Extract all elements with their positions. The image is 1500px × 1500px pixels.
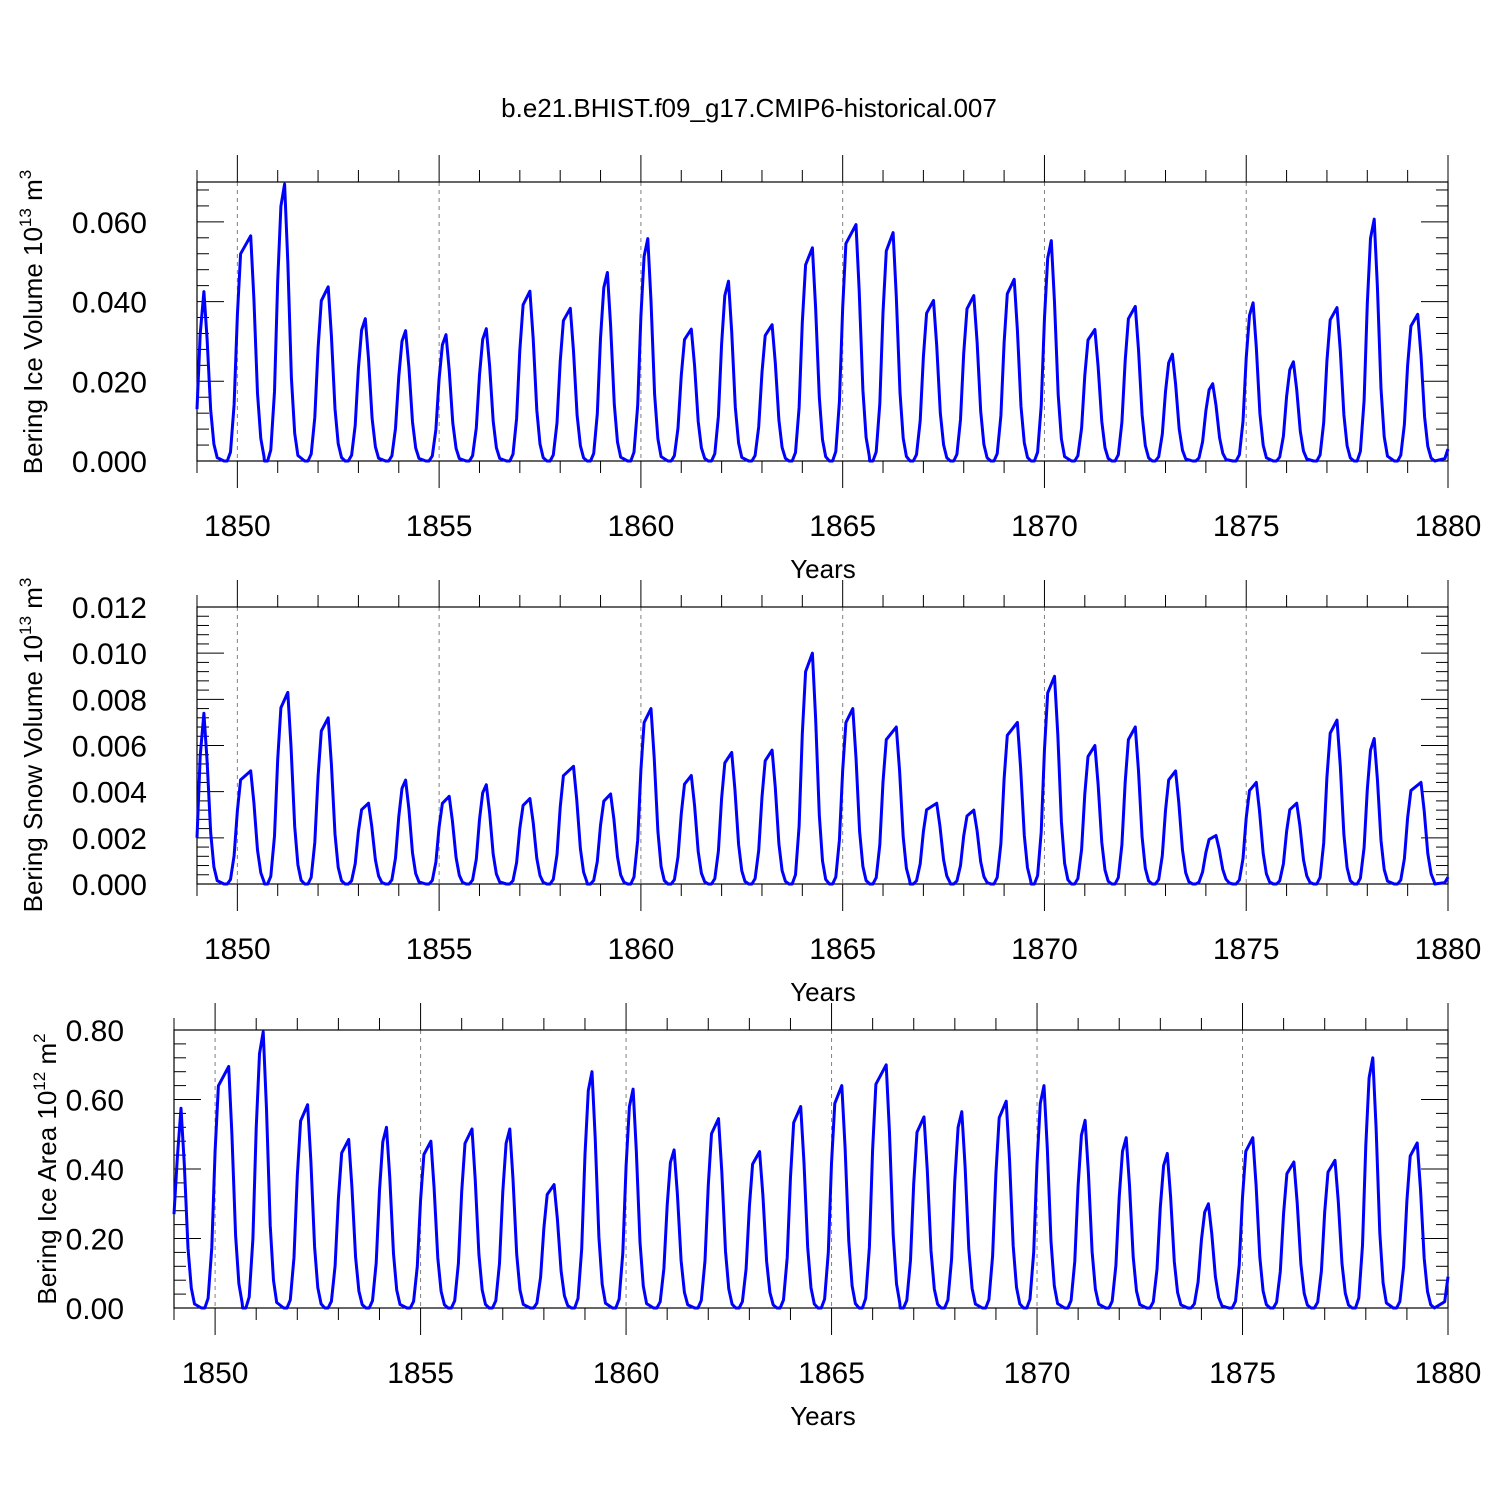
x-tick-label: 1875: [1213, 510, 1280, 543]
y-tick-label: 0.012: [72, 592, 147, 625]
y-tick-label: 0.00: [66, 1293, 124, 1326]
y-tick-label: 0.010: [72, 638, 147, 671]
x-tick-label: 1870: [1004, 1357, 1071, 1390]
x-tick-label: 1870: [1011, 933, 1078, 966]
y-axis-label: Bering Snow Volume 1013 m3: [16, 578, 48, 913]
y-tick-label: 0.060: [72, 207, 147, 240]
y-tick-label: 0.000: [72, 446, 147, 479]
y-tick-label: 0.002: [72, 823, 147, 856]
series-line: [195, 182, 1450, 463]
y-tick-label: 0.004: [72, 777, 147, 810]
x-tick-label: 1860: [593, 1357, 660, 1390]
x-tick-label: 1860: [608, 933, 675, 966]
panel-ice-area: Bering Ice Area 1012 m2 Years 1850 1855 18…: [30, 1003, 1481, 1431]
y-tick-label: 0.20: [66, 1224, 124, 1257]
x-tick-label: 1865: [809, 510, 876, 543]
x-tick-label: 1880: [1415, 933, 1482, 966]
x-tick-label: 1860: [608, 510, 675, 543]
chart-title: b.e21.BHIST.f09_g17.CMIP6-historical.007: [501, 93, 997, 123]
y-axis-label: Bering Ice Volume 1013 m3: [16, 170, 48, 474]
y-tick-label: 0.60: [66, 1085, 124, 1118]
x-tick-label: 1850: [182, 1357, 249, 1390]
x-axis-label: Years: [790, 554, 856, 584]
x-tick-label: 1850: [204, 933, 271, 966]
x-tick-label: 1850: [204, 510, 271, 543]
x-tick-label: 1870: [1011, 510, 1078, 543]
y-tick-label: 0.000: [72, 869, 147, 902]
y-tick-label: 0.008: [72, 684, 147, 717]
y-axis-label: Bering Ice Area 1012 m2: [30, 1033, 62, 1304]
series-line: [172, 1030, 1450, 1310]
x-tick-label: 1855: [406, 933, 473, 966]
x-tick-label: 1880: [1415, 510, 1482, 543]
x-tick-label: 1855: [406, 510, 473, 543]
y-tick-label: 0.80: [66, 1015, 124, 1048]
x-tick-label: 1855: [387, 1357, 454, 1390]
x-tick-label: 1875: [1209, 1357, 1276, 1390]
x-tick-label: 1875: [1213, 933, 1280, 966]
panel-ice-volume: Bering Ice Volume 1013 m3 Years 1850 1855…: [16, 155, 1481, 584]
x-axis-label: Years: [790, 1401, 856, 1431]
x-tick-label: 1865: [798, 1357, 865, 1390]
plot-frame: [173, 1029, 1449, 1309]
x-axis-label: Years: [790, 977, 856, 1007]
panel-snow-volume: Bering Snow Volume 1013 m3 Years 1850 185…: [16, 578, 1481, 1007]
x-tick-label: 1865: [809, 933, 876, 966]
x-tick-label: 1880: [1415, 1357, 1482, 1390]
y-tick-label: 0.006: [72, 731, 147, 764]
y-tick-label: 0.040: [72, 287, 147, 320]
plot-frame: [196, 181, 1449, 462]
y-tick-label: 0.40: [66, 1154, 124, 1187]
series-line: [195, 651, 1450, 886]
y-tick-label: 0.020: [72, 366, 147, 399]
